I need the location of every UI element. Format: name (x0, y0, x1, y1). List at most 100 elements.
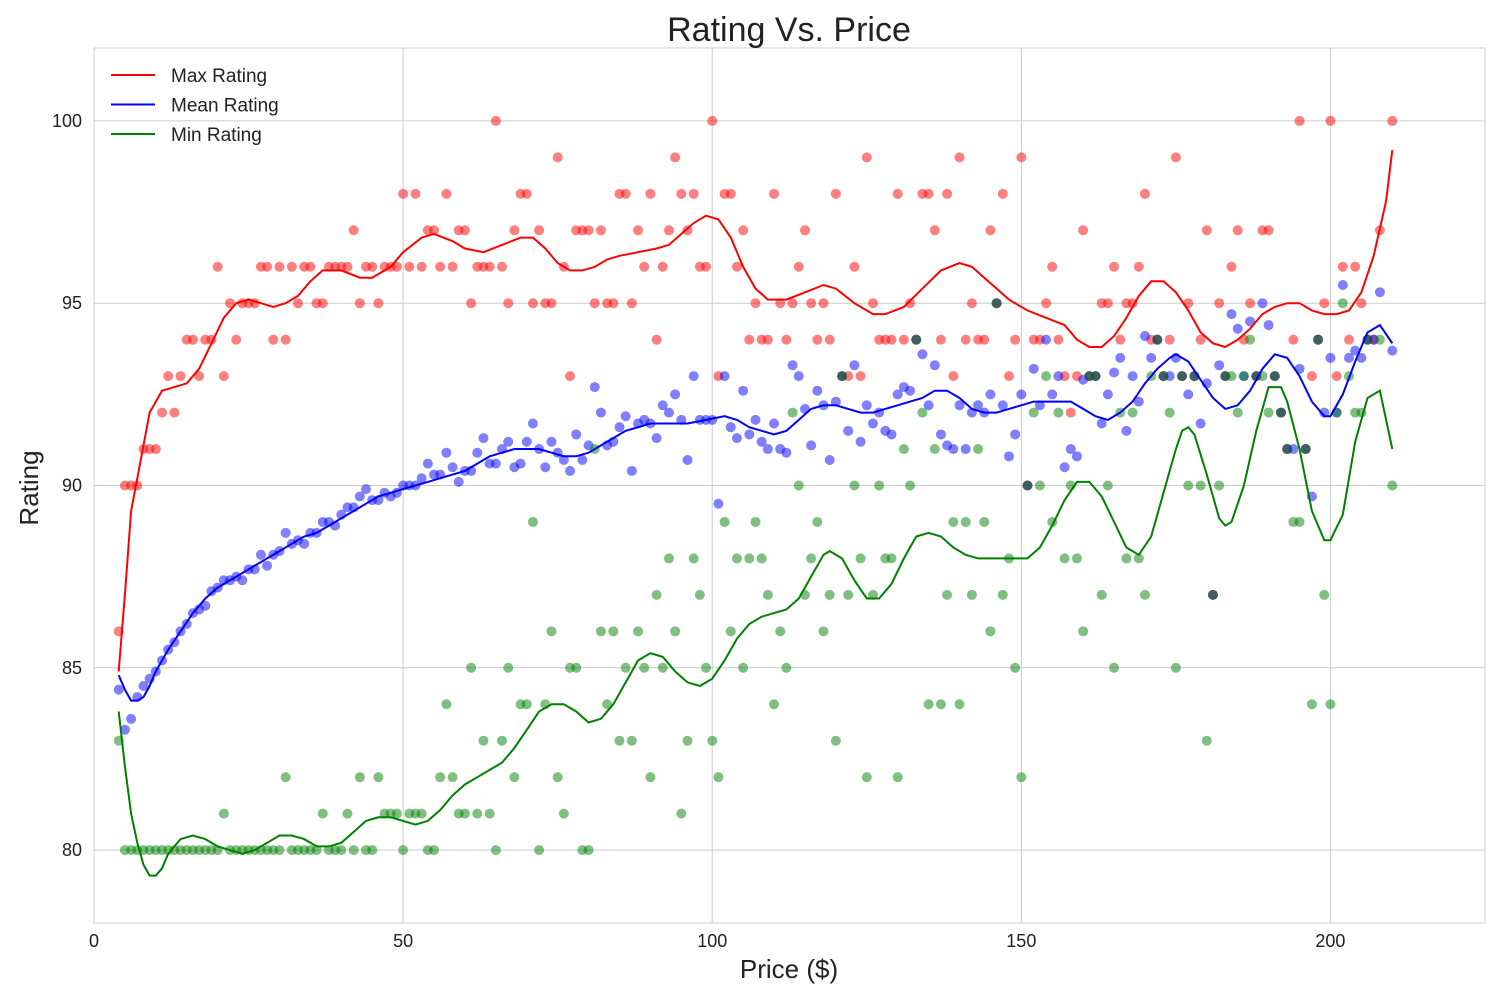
mean-rating-point (843, 425, 854, 436)
mean-rating-point (855, 436, 866, 447)
min-rating-point (812, 516, 823, 527)
mean-rating-point (1065, 444, 1076, 455)
max-rating-point (818, 298, 829, 309)
min-rating-point (447, 772, 458, 783)
mean-rating-point (1325, 352, 1336, 363)
min-rating-point (472, 808, 483, 819)
min-rating-point (843, 589, 854, 600)
mean-rating-point (985, 389, 996, 400)
mean-rating-point (1387, 345, 1398, 356)
min-rating-point (391, 808, 402, 819)
min-rating-point (583, 845, 594, 856)
mean-rating-point (255, 549, 266, 560)
min-rating-point (1214, 480, 1225, 491)
min-rating-point (701, 662, 712, 673)
min-rating-point (657, 662, 668, 673)
max-rating-point (410, 188, 421, 199)
max-rating-point (738, 225, 749, 236)
mean-rating-point (138, 681, 149, 692)
min-rating-point (762, 589, 773, 600)
min-rating-point (1325, 699, 1336, 710)
max-rating-point (1016, 152, 1027, 163)
max-rating-point (806, 298, 817, 309)
min-rating-point (1207, 589, 1218, 600)
max-rating-point (886, 334, 897, 345)
min-rating-point (694, 589, 705, 600)
mean-rating-point (546, 436, 557, 447)
min-rating-point (991, 298, 1002, 309)
min-rating-point (1275, 407, 1286, 418)
mean-rating-point (725, 422, 736, 433)
mean-rating-point (812, 385, 823, 396)
min-rating-point (373, 772, 384, 783)
mean-rating-point (830, 396, 841, 407)
x-tick-label: 0 (89, 931, 99, 951)
min-rating-point (892, 772, 903, 783)
max-rating-point (1325, 115, 1336, 126)
plot-frame (93, 47, 1486, 924)
min-rating-point (1158, 371, 1169, 382)
min-rating-point (1127, 407, 1138, 418)
max-rating-point (490, 115, 501, 126)
mean-rating-point (237, 575, 248, 586)
min-rating-point (1226, 371, 1237, 382)
min-rating-point (793, 480, 804, 491)
min-rating-trend-line (117, 386, 1394, 877)
min-rating-point (837, 371, 848, 382)
min-rating-point (342, 808, 353, 819)
max-rating-point (1337, 261, 1348, 272)
y-tick-label: 90 (62, 476, 82, 496)
min-rating-point (633, 626, 644, 637)
max-rating-point (163, 371, 174, 382)
max-rating-point (1319, 298, 1330, 309)
mean-rating-point (1319, 407, 1330, 418)
max-rating-point (1170, 152, 1181, 163)
max-rating-point (824, 334, 835, 345)
min-rating-point (1152, 334, 1163, 345)
x-tick-label: 100 (697, 931, 727, 951)
min-rating-point (744, 553, 755, 564)
min-rating-point (441, 699, 452, 710)
min-rating-point (663, 553, 674, 564)
max-rating-point (898, 334, 909, 345)
min-rating-point (935, 699, 946, 710)
min-rating-point (1319, 589, 1330, 600)
max-rating-point (404, 261, 415, 272)
min-rating-point (1109, 662, 1120, 673)
max-rating-point (923, 188, 934, 199)
min-rating-point (367, 845, 378, 856)
max-rating-point (1343, 334, 1354, 345)
min-rating-point (466, 662, 477, 673)
min-rating-point (1294, 516, 1305, 527)
min-rating-point (1059, 553, 1070, 564)
max-rating-point (769, 188, 780, 199)
mean-rating-point (422, 458, 433, 469)
max-rating-point (1164, 334, 1175, 345)
min-rating-point (1102, 480, 1113, 491)
min-rating-point (1016, 772, 1027, 783)
mean-rating-point (589, 382, 600, 393)
mean-rating-point (1053, 371, 1064, 382)
min-rating-point (905, 480, 916, 491)
min-rating-point (948, 516, 959, 527)
max-rating-point (497, 261, 508, 272)
mean-rating-point (787, 360, 798, 371)
max-rating-point (954, 152, 965, 163)
mean-rating-point (1010, 429, 1021, 440)
mean-rating-point (113, 684, 124, 695)
min-rating-point (620, 662, 631, 673)
min-rating-point (781, 662, 792, 673)
max-rating-point (280, 334, 291, 345)
min-rating-point (280, 772, 291, 783)
min-rating-point (750, 516, 761, 527)
min-rating-point (484, 808, 495, 819)
max-rating-point (1350, 261, 1361, 272)
max-rating-point (354, 298, 365, 309)
max-rating-point (187, 334, 198, 345)
max-rating-point (583, 225, 594, 236)
max-rating-point (731, 261, 742, 272)
mean-rating-point (515, 458, 526, 469)
min-rating-point (867, 589, 878, 600)
max-rating-point (1263, 225, 1274, 236)
